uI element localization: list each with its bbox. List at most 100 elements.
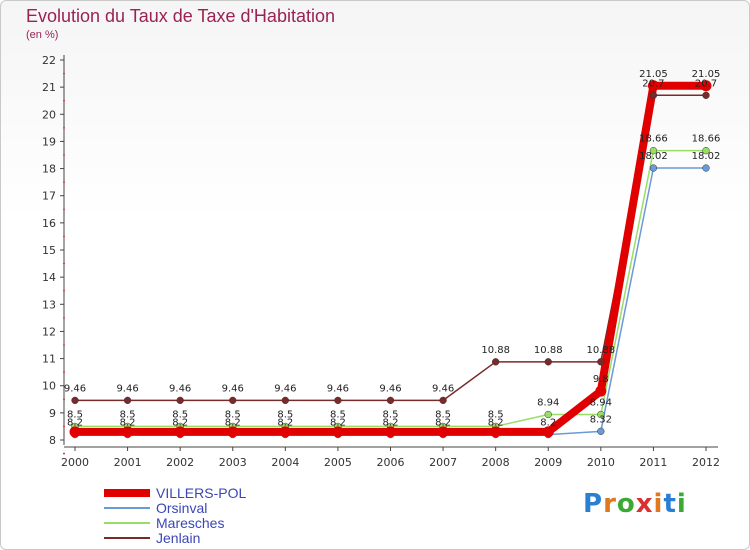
chart-title: Evolution du Taux de Taxe d'Habitation — [26, 6, 335, 26]
y-minor-tick — [63, 208, 65, 211]
logo-letter: t — [663, 489, 677, 519]
data-point — [595, 385, 607, 397]
data-label: 9.46 — [274, 383, 296, 394]
y-tick-label: 11 — [42, 353, 56, 366]
chart-data-labels: 9.8 21.05 21.05 8.2 8.2 8.2 8.2 8.2 8.2 8.2 8.2 8.2… — [64, 69, 720, 429]
data-label: 9.46 — [327, 383, 349, 394]
data-label: 8.2 — [225, 418, 241, 429]
data-point — [279, 426, 291, 438]
data-point — [597, 427, 605, 435]
data-label: 8.5 — [488, 409, 504, 420]
data-label: 9.46 — [379, 383, 401, 394]
x-tick-label: 2002 — [166, 456, 194, 469]
data-label: 8.2 — [435, 418, 451, 429]
data-point — [649, 91, 658, 99]
data-label: 9.46 — [64, 383, 86, 394]
data-label: 8.2 — [488, 418, 504, 429]
y-minor-tick — [63, 181, 65, 184]
data-label: 8.2 — [172, 418, 188, 429]
y-tick-label: 14 — [42, 271, 56, 284]
data-label: 9.46 — [169, 383, 191, 394]
y-tick-label: 21 — [42, 81, 56, 94]
legend-label: Maresches — [156, 514, 225, 531]
legend-item-orsinval: Orsinval — [104, 499, 246, 516]
data-point — [334, 396, 342, 405]
y-minor-tick — [63, 371, 65, 374]
data-label: 8.5 — [330, 409, 346, 420]
data-label: 10.88 — [587, 345, 616, 356]
y-minor-tick — [63, 99, 65, 102]
data-label: 8.5 — [277, 409, 293, 420]
data-label: 9.46 — [116, 383, 138, 394]
y-tick-label: 22 — [42, 54, 56, 67]
data-label: 20.7 — [695, 78, 717, 89]
data-point — [123, 396, 132, 405]
legend-item-villers-pol: VILLERS-POL — [104, 485, 246, 501]
chart-axes: 8 9 10 11 12 13 14 15 16 17 18 19 20 21 22 2000 2001 2002… — [42, 54, 720, 469]
y-minor-tick — [63, 316, 65, 319]
data-label: 8.2 — [67, 418, 83, 429]
y-tick-label: 19 — [42, 135, 56, 148]
data-point — [700, 80, 712, 92]
data-point — [542, 426, 554, 438]
data-point — [702, 91, 710, 99]
data-point — [281, 396, 289, 405]
y-tick-label: 17 — [42, 190, 56, 203]
y-tick-label: 20 — [42, 108, 56, 121]
y-tick-label: 8 — [49, 434, 56, 447]
y-tick-label: 16 — [42, 217, 56, 230]
data-label: 21.05 — [692, 69, 721, 80]
x-tick-label: 2010 — [587, 456, 615, 469]
y-minor-tick — [63, 72, 65, 75]
data-point — [490, 426, 502, 438]
logo-letter: r — [603, 489, 617, 519]
data-label: 10.88 — [534, 345, 563, 356]
data-label: 20.7 — [642, 78, 664, 89]
data-point — [227, 426, 239, 438]
data-point — [332, 426, 344, 438]
data-point — [702, 164, 710, 172]
data-point — [174, 426, 186, 438]
data-label: 9.46 — [222, 383, 244, 394]
x-tick-label: 2012 — [692, 456, 720, 469]
data-label: 8.94 — [590, 397, 612, 408]
legend-label: Orsinval — [156, 499, 208, 516]
y-minor-tick — [63, 235, 65, 238]
legend-swatch — [104, 536, 150, 539]
data-point — [71, 396, 79, 405]
x-tick-label: 2007 — [429, 456, 457, 469]
data-point — [386, 396, 395, 405]
data-label: 8.2 — [330, 418, 346, 429]
legend-swatch — [104, 506, 150, 509]
data-label: 18.66 — [639, 134, 668, 145]
legend-swatch — [104, 521, 150, 524]
y-tick-label: 13 — [42, 298, 56, 311]
logo-letter: i — [653, 489, 664, 519]
chart-points — [69, 80, 712, 439]
logo-letter: P — [583, 489, 604, 519]
data-point — [647, 80, 659, 92]
data-label: 10.88 — [481, 345, 510, 356]
y-minor-tick — [63, 425, 65, 428]
data-point — [176, 396, 184, 405]
data-label: 21.05 — [639, 69, 668, 80]
data-label: 8.2 — [277, 418, 293, 429]
series-line-orsinval — [74, 167, 707, 436]
data-label: 9.8 — [593, 374, 609, 385]
data-label: 8.5 — [435, 409, 451, 420]
chart-lines — [71, 81, 710, 436]
data-point — [544, 358, 552, 366]
data-point — [702, 147, 710, 155]
x-tick-label: 2005 — [324, 456, 352, 469]
x-tick-label: 2000 — [61, 456, 89, 469]
data-point — [385, 426, 396, 438]
data-label: 8.5 — [383, 409, 399, 420]
y-minor-tick — [63, 452, 65, 455]
y-tick-label: 9 — [49, 407, 56, 420]
y-minor-tick — [63, 289, 65, 292]
data-label: 9.46 — [432, 383, 454, 394]
y-minor-tick — [63, 344, 65, 346]
x-tick-label: 2011 — [639, 456, 667, 469]
y-minor-tick — [63, 126, 65, 129]
y-minor-tick — [63, 154, 65, 156]
